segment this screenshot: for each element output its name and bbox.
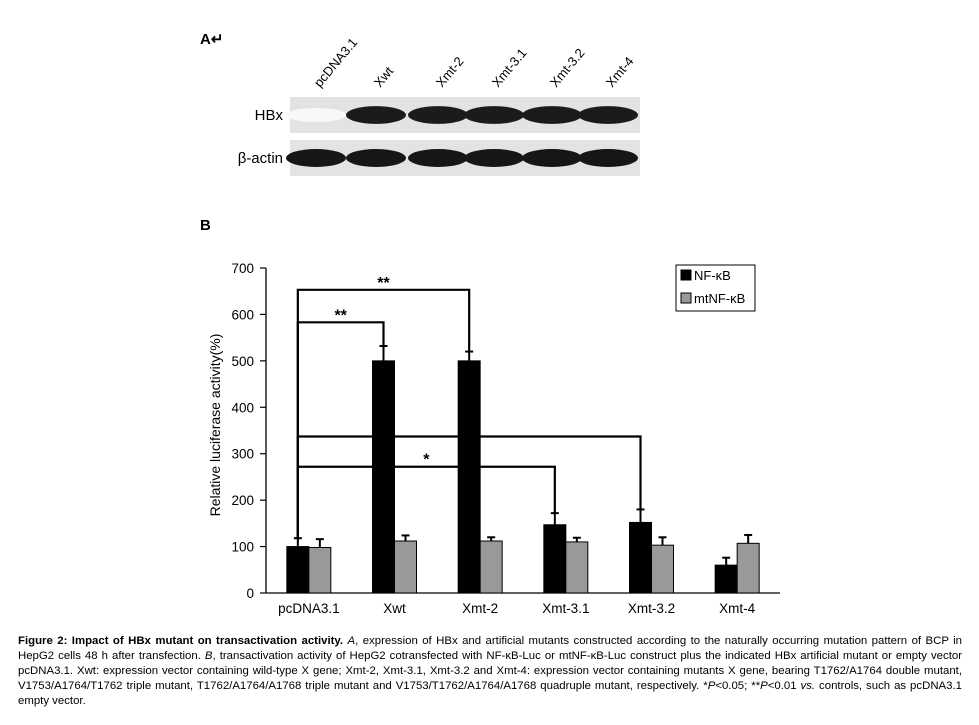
- significance-marker: *: [466, 422, 473, 439]
- y-tick-label: 500: [231, 354, 254, 369]
- y-tick-label: 300: [231, 447, 254, 462]
- figure-caption: Figure 2: Impact of HBx mutant on transa…: [18, 634, 962, 709]
- y-axis-label: Relative luciferase activity(%): [207, 334, 223, 517]
- chart-axes: [265, 268, 780, 594]
- caption-text: <0.01: [767, 680, 801, 692]
- bar-nfkb: [457, 360, 481, 594]
- significance-brackets: ******: [296, 275, 642, 539]
- blot-band: [464, 149, 524, 167]
- blot-band: [522, 106, 582, 124]
- blot-band: [578, 106, 638, 124]
- significance-marker: *: [423, 452, 430, 469]
- caption-italic: P: [707, 680, 716, 692]
- significance-bracket: [296, 465, 556, 539]
- blot-lane-labels: pcDNA3.1 Xwt Xmt-2 Xmt-3.1 Xmt-3.2 Xmt-4: [311, 35, 637, 90]
- legend-label: NF-κB: [694, 268, 731, 283]
- bar-mtnfkb: [308, 547, 332, 594]
- blot-lane-label: Xmt-2: [433, 54, 467, 90]
- blot-band: [408, 106, 468, 124]
- blot-row-label: HBx: [255, 107, 284, 124]
- y-tick-label: 0: [246, 586, 254, 601]
- chart-bars: [286, 345, 760, 594]
- blot-band: [464, 106, 524, 124]
- blot-lane-label: Xmt-4: [603, 54, 637, 90]
- bar-nfkb: [372, 360, 395, 594]
- bar-mtnfkb: [651, 544, 674, 594]
- caption-italic: P: [760, 680, 768, 692]
- y-tick-labels: 0 100 200 300 400 500 600 700: [231, 261, 266, 601]
- caption-italic: B: [204, 650, 213, 662]
- bar-mtnfkb: [736, 542, 760, 594]
- blot-lane-label: Xmt-3.2: [547, 45, 588, 90]
- caption-title: Figure 2: Impact of HBx mutant on transa…: [18, 635, 344, 647]
- caption-text: , transactivation activity of HepG2 cotr…: [18, 650, 962, 692]
- y-tick-label: 400: [231, 400, 254, 415]
- caption-italic: A: [347, 635, 356, 647]
- y-tick-label: 200: [231, 493, 254, 508]
- blot-lane-label: Xmt-3.1: [489, 45, 530, 90]
- bar-nfkb: [543, 524, 567, 594]
- bar-nfkb: [714, 564, 738, 594]
- blot-row-label: β-actin: [238, 150, 283, 167]
- y-tick-label: 100: [231, 540, 254, 555]
- blot-lane-label: Xwt: [371, 63, 397, 90]
- caption-text: , expression of HBx and artificial mutan…: [18, 635, 962, 662]
- blot-rows: HBx β-actin: [238, 97, 640, 176]
- significance-marker: **: [377, 275, 390, 292]
- western-blot-panel: A↵ pcDNA3.1 Xwt Xmt-2 Xmt-3.1 Xmt-3.2 Xmt-4 H…: [200, 31, 640, 176]
- blot-band: [286, 107, 346, 123]
- significance-bracket: [296, 321, 385, 539]
- bar-mtnfkb: [394, 540, 417, 594]
- bar-nfkb: [286, 546, 310, 594]
- x-tick-label: Xmt-4: [719, 601, 755, 616]
- figure-canvas: A↵ pcDNA3.1 Xwt Xmt-2 Xmt-3.1 Xmt-3.2 Xmt-4 H…: [200, 31, 780, 616]
- caption-text: <0.05; **: [715, 680, 761, 692]
- panel-b-label: B: [200, 217, 211, 234]
- blot-band: [286, 149, 346, 167]
- y-tick-label: 600: [231, 307, 254, 322]
- legend-swatch: [680, 269, 692, 281]
- legend-label: mtNF-κB: [694, 291, 745, 306]
- bar-mtnfkb: [565, 541, 589, 594]
- significance-marker: **: [334, 307, 347, 324]
- blot-lane-label: pcDNA3.1: [311, 35, 361, 90]
- blot-band: [522, 149, 582, 167]
- blot-band: [408, 149, 468, 167]
- x-tick-labels: pcDNA3.1 Xwt Xmt-2 Xmt-3.1 Xmt-3.2 Xmt-4: [278, 601, 756, 616]
- x-tick-label: Xmt-3.2: [628, 601, 675, 616]
- x-tick-label: Xwt: [383, 601, 406, 616]
- legend-swatch: [680, 292, 692, 304]
- bar-mtnfkb: [479, 540, 503, 594]
- blot-band: [346, 106, 406, 124]
- caption-text: controls, such as pcDNA3.1 empty vector.: [18, 680, 962, 707]
- x-tick-label: Xmt-3.1: [542, 601, 589, 616]
- chart-legend: NF-κB mtNF-κB: [675, 264, 756, 312]
- y-tick-label: 700: [231, 261, 254, 276]
- caption-italic: vs.: [800, 680, 816, 692]
- panel-a-label: A↵: [200, 31, 223, 48]
- blot-band: [578, 149, 638, 167]
- x-tick-label: pcDNA3.1: [278, 601, 340, 616]
- bar-chart-panel: B Relative luciferase activity(%) 0 100 20…: [200, 217, 780, 616]
- bar-nfkb: [629, 521, 652, 594]
- x-tick-label: Xmt-2: [462, 601, 498, 616]
- blot-band: [346, 149, 406, 167]
